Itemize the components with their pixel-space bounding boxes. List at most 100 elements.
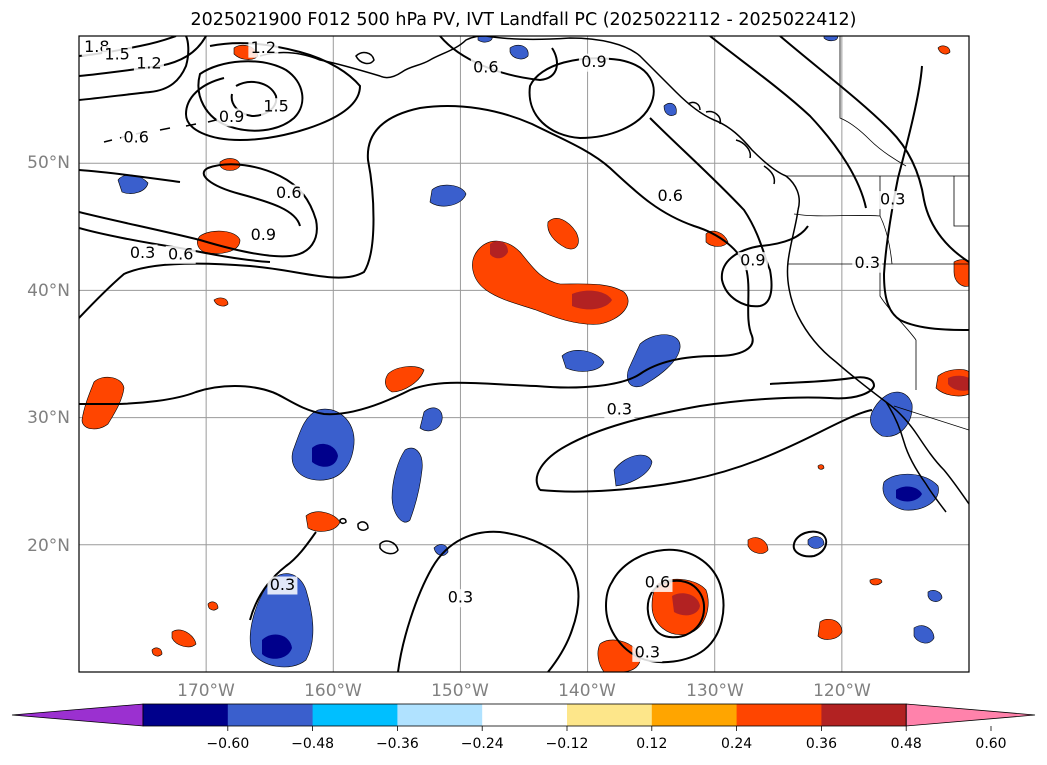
contour-label: 0.6 — [645, 572, 670, 591]
colorbar-bin — [227, 704, 314, 726]
coastline-baja — [885, 401, 947, 513]
neg-patch-hawaii-northwest-core — [312, 443, 338, 467]
contour-label-background — [127, 244, 158, 263]
pos-patch-small-se-3 — [869, 578, 883, 586]
pos-patch-small-topleft — [937, 45, 951, 55]
pv-contour-0.3-hawaii — [249, 531, 317, 621]
contour-label: 0.3 — [130, 243, 155, 262]
pv-contour-coastal-0.9 — [649, 117, 809, 308]
contour-label: 0.6 — [657, 186, 682, 205]
colorbar: −0.60 −0.48 −0.36 −0.24 −0.12 0.12 0.24 0.36 0.4… — [11, 703, 1036, 752]
neg-patch-east-1 — [561, 350, 605, 372]
hawaii-island-3 — [339, 517, 347, 525]
border-id — [879, 176, 893, 265]
lon-label-150w: 150°W — [431, 681, 489, 701]
pv-contour-0.3-central-south — [397, 530, 580, 672]
contour-label-background — [133, 54, 164, 73]
pv-contour-1.2-bering — [197, 60, 304, 132]
contour-label: 0.9 — [251, 225, 276, 244]
longitude-labels: 170°W 160°W 150°W 140°W 130°W 120°W — [177, 681, 871, 701]
pos-patch-southern-ca-core — [948, 375, 969, 391]
contour-labels: 1.81.5 1.21.21.50.90.60.6 0.90.60.90.60.30… — [81, 37, 908, 662]
contour-label-background — [102, 46, 133, 65]
colorbar-bin — [567, 704, 653, 726]
colorbar-bin — [143, 704, 229, 726]
colorbar-tick-label: 0.24 — [721, 736, 752, 752]
political-borders — [786, 36, 969, 431]
neg-patch-north-hawaii — [391, 447, 423, 523]
neg-patch-sc-coast — [870, 391, 913, 437]
pos-patch-small-southwest-2 — [151, 647, 163, 657]
pos-patch-oregon-coast — [705, 230, 729, 247]
contour-label: 0.3 — [635, 642, 660, 661]
colorbar-tick-label: −0.24 — [461, 736, 504, 752]
colorbar-bin — [736, 704, 822, 726]
neg-patch-east-3 — [613, 454, 653, 487]
pos-patch-small-west — [213, 297, 229, 307]
contour-label: 0.6 — [168, 244, 193, 263]
colorbar-tick-label: 0.48 — [891, 736, 922, 752]
contour-label-background — [604, 400, 635, 419]
pos-patch-east-edge — [953, 259, 969, 287]
lat-label-30n: 30°N — [27, 408, 70, 428]
pv-contour-0.9-west — [79, 169, 181, 183]
latitude-labels: 50°N 40°N 30°N 20°N — [27, 153, 70, 556]
colorbar-tick-label: −0.60 — [206, 736, 249, 752]
pv-contour-coastal-0.3 — [779, 36, 969, 263]
pos-patch-southeast-low-core — [672, 593, 700, 616]
figure-title: 2025021900 F012 500 hPa PV, IVT Landfall… — [190, 10, 857, 30]
contour-label-background — [852, 254, 883, 273]
lon-label-160w: 160°W — [304, 681, 362, 701]
border-wa-or — [793, 213, 881, 217]
hawaii-island-2 — [357, 521, 369, 531]
coastline-kodiak — [355, 51, 375, 65]
pv-contour-0.6-north — [79, 163, 318, 258]
coastline-alaska-peninsula — [259, 36, 487, 79]
contour-label-background — [273, 184, 304, 203]
contour-label-background — [632, 643, 663, 662]
pv-contour-0.6-gulf — [439, 36, 558, 82]
contour-label: 0.3 — [607, 399, 632, 418]
contour-label-background — [655, 187, 686, 206]
colorbar-tick-label: 0.60 — [975, 736, 1006, 752]
contour-label-background — [877, 191, 908, 210]
lon-label-120w: 120°W — [813, 681, 871, 701]
pos-patch-small-se-1 — [747, 537, 769, 554]
contour-label: 0.6 — [123, 127, 148, 146]
neg-patch-small-1 — [419, 407, 443, 432]
colorbar-extend-low — [11, 703, 144, 727]
colorbar-bin — [397, 704, 483, 726]
coastline-bc-islands — [687, 101, 776, 185]
coastline-us-west — [786, 209, 969, 505]
colorbar-tick-label: −0.36 — [376, 736, 419, 752]
pv-contour-0.3-south-loop — [535, 376, 876, 491]
contour-label: 0.3 — [880, 190, 905, 209]
contour-label: 1.5 — [104, 45, 129, 64]
pos-patch-central-core-1 — [490, 241, 508, 259]
neg-patch-south-1-core — [262, 634, 292, 659]
colorbar-bin — [312, 704, 398, 726]
colorbar-frame — [142, 703, 907, 727]
contour-label: 0.3 — [448, 588, 473, 607]
contour-label: 1.5 — [263, 97, 288, 116]
coastline-gulf-of-alaska — [485, 36, 800, 211]
contour-label-background — [261, 98, 292, 117]
contour-label-background — [248, 226, 279, 245]
colorbar-tick-label: 0.36 — [806, 736, 837, 752]
border-ca-nv — [879, 264, 917, 341]
pos-patch-south-edge — [597, 639, 641, 672]
neg-patch-small-2 — [913, 625, 935, 644]
lat-label-40n: 40°N — [27, 281, 70, 301]
neg-patch-small-4 — [807, 536, 825, 549]
border-alaska-canada — [839, 36, 907, 167]
contour-label-background — [578, 53, 609, 72]
contour-label: 1.2 — [136, 53, 161, 72]
contour-label-background — [642, 573, 673, 592]
neg-patch-central-north — [429, 184, 467, 207]
colorbar-bin — [821, 704, 907, 726]
contour-label-background — [248, 39, 279, 58]
pv-contour-0.6-bering — [184, 42, 362, 142]
contour-label: 0.9 — [219, 107, 244, 126]
contour-label: 1.2 — [251, 38, 276, 57]
